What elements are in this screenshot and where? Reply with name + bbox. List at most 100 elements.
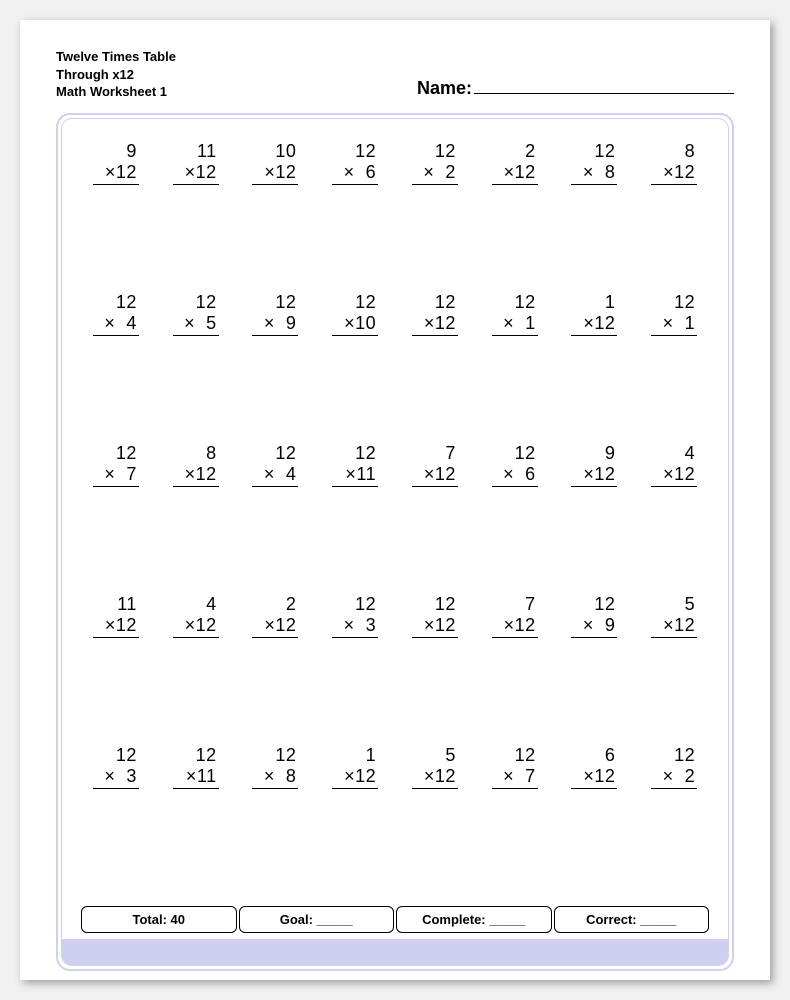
problem-cell: 12×12 — [412, 594, 458, 745]
problem-cell: 12× 5 — [173, 292, 219, 443]
problem-cell: 12× 1 — [492, 292, 538, 443]
bottom-accent-band — [62, 939, 728, 965]
multiplier-row: ×12 — [412, 766, 458, 789]
multiplier-row: × 2 — [651, 766, 697, 789]
multiplicand: 7 — [445, 443, 458, 464]
multiplier-row: × 8 — [571, 162, 617, 185]
multiplier-row: ×11 — [173, 766, 219, 789]
multiplicand: 12 — [196, 292, 219, 313]
problem-cell: 12× 3 — [332, 594, 378, 745]
multiplicand: 12 — [674, 745, 697, 766]
worksheet-frame-outer: 9×1211×1210×1212× 612× 22×1212× 88×1212×… — [56, 113, 734, 971]
multiplier-row: × 7 — [492, 766, 538, 789]
problem-cell: 5×12 — [651, 594, 697, 745]
problem-cell: 6×12 — [571, 745, 617, 896]
multiplicand: 12 — [674, 292, 697, 313]
multiplier-row: ×12 — [332, 766, 378, 789]
problem-cell: 12× 6 — [492, 443, 538, 594]
multiplier-row: × 8 — [252, 766, 298, 789]
name-label: Name: — [417, 78, 472, 99]
multiplicand: 2 — [286, 594, 299, 615]
problem-cell: 12×11 — [332, 443, 378, 594]
problem-cell: 12×11 — [173, 745, 219, 896]
multiplier-row: ×12 — [492, 615, 538, 638]
multiplier-row: ×12 — [173, 464, 219, 487]
problem-cell: 2×12 — [252, 594, 298, 745]
problem-cell: 12× 3 — [93, 745, 139, 896]
multiplicand: 5 — [685, 594, 698, 615]
problem-cell: 12× 2 — [651, 745, 697, 896]
multiplier-row: × 9 — [252, 313, 298, 336]
multiplicand: 12 — [355, 443, 378, 464]
multiplier-row: ×12 — [173, 162, 219, 185]
multiplier-row: ×12 — [571, 766, 617, 789]
footer-total-label: Total: — [132, 912, 166, 927]
multiplicand: 9 — [126, 141, 139, 162]
multiplier-row: × 9 — [571, 615, 617, 638]
name-blank-line[interactable] — [474, 76, 734, 94]
multiplier-row: ×12 — [412, 615, 458, 638]
multiplier-row: ×12 — [93, 615, 139, 638]
problem-cell: 12× 7 — [93, 443, 139, 594]
problem-cell: 12× 9 — [571, 594, 617, 745]
multiplier-row: ×12 — [252, 162, 298, 185]
multiplier-row: ×12 — [651, 162, 697, 185]
problem-cell: 12× 4 — [252, 443, 298, 594]
multiplicand: 1 — [605, 292, 618, 313]
title-line-3: Math Worksheet 1 — [56, 83, 176, 101]
multiplier-row: × 3 — [332, 615, 378, 638]
multiplicand: 12 — [116, 745, 139, 766]
footer-complete-blank[interactable]: _____ — [489, 912, 525, 927]
multiplicand: 12 — [594, 594, 617, 615]
footer-goal-blank[interactable]: _____ — [317, 912, 353, 927]
multiplier-row: ×12 — [412, 313, 458, 336]
multiplicand: 12 — [116, 292, 139, 313]
footer-correct-blank[interactable]: _____ — [640, 912, 676, 927]
problem-cell: 1×12 — [571, 292, 617, 443]
multiplicand: 12 — [435, 292, 458, 313]
multiplier-row: × 6 — [332, 162, 378, 185]
multiplier-row: × 2 — [412, 162, 458, 185]
multiplier-row: ×12 — [651, 464, 697, 487]
multiplicand: 10 — [275, 141, 298, 162]
multiplier-row: × 6 — [492, 464, 538, 487]
multiplicand: 4 — [685, 443, 698, 464]
multiplicand: 12 — [275, 292, 298, 313]
multiplier-row: ×12 — [492, 162, 538, 185]
multiplicand: 12 — [515, 292, 538, 313]
multiplicand: 12 — [435, 141, 458, 162]
problem-cell: 4×12 — [651, 443, 697, 594]
footer-correct: Correct: _____ — [554, 906, 710, 933]
problem-cell: 11×12 — [173, 141, 219, 292]
footer-correct-label: Correct: — [586, 912, 637, 927]
title-line-2: Through x12 — [56, 66, 176, 84]
problem-cell: 4×12 — [173, 594, 219, 745]
multiplier-row: ×12 — [651, 615, 697, 638]
multiplicand: 7 — [525, 594, 538, 615]
multiplicand: 12 — [196, 745, 219, 766]
multiplier-row: ×10 — [332, 313, 378, 336]
problem-cell: 10×12 — [252, 141, 298, 292]
problem-cell: 12×10 — [332, 292, 378, 443]
multiplicand: 12 — [355, 292, 378, 313]
multiplicand: 12 — [594, 141, 617, 162]
problem-cell: 9×12 — [93, 141, 139, 292]
multiplicand: 8 — [685, 141, 698, 162]
problem-cell: 12× 9 — [252, 292, 298, 443]
problem-cell: 9×12 — [571, 443, 617, 594]
multiplicand: 8 — [206, 443, 219, 464]
footer-total: Total: 40 — [81, 906, 237, 933]
problem-cell: 7×12 — [492, 594, 538, 745]
problem-cell: 7×12 — [412, 443, 458, 594]
multiplier-row: ×12 — [252, 615, 298, 638]
multiplicand: 6 — [605, 745, 618, 766]
footer-row: Total: 40 Goal: _____ Complete: _____ Co… — [80, 906, 710, 933]
problem-cell: 12× 1 — [651, 292, 697, 443]
multiplier-row: ×12 — [571, 464, 617, 487]
multiplicand: 2 — [525, 141, 538, 162]
title-block: Twelve Times Table Through x12 Math Work… — [56, 48, 176, 101]
multiplicand: 11 — [197, 141, 219, 162]
multiplier-row: × 4 — [93, 313, 139, 336]
multiplier-row: × 3 — [93, 766, 139, 789]
problem-cell: 12× 8 — [252, 745, 298, 896]
